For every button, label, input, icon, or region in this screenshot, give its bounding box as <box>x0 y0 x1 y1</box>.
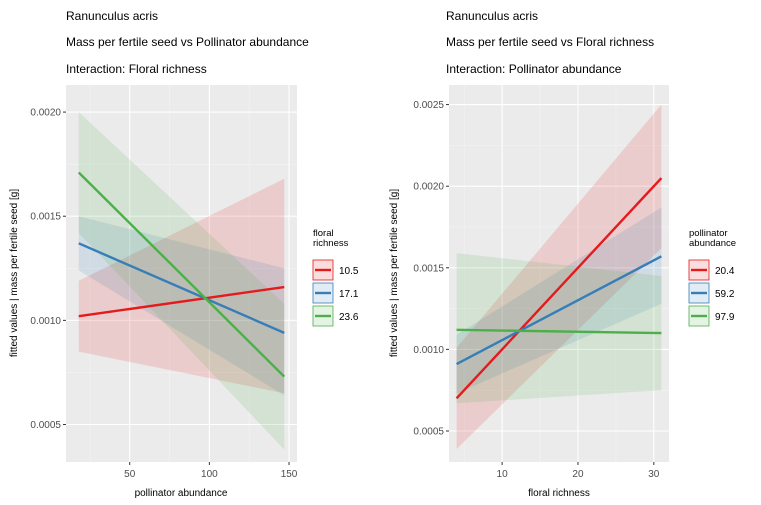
legend-label-20.4: 20.4 <box>715 266 735 277</box>
left-ribbons <box>78 112 285 450</box>
right-caption: Interaction: Pollinator abundance <box>446 62 622 76</box>
y-tick-label: 0.0015 <box>413 263 444 274</box>
legend-label-97.9: 97.9 <box>715 312 735 323</box>
right-y-axis-label: fitted values | mass per fertile seed [g… <box>389 189 400 357</box>
fitted-line-17.1 <box>78 242 285 334</box>
legend-label-59.2: 59.2 <box>715 289 735 300</box>
confidence-ribbon-17.1 <box>78 216 285 396</box>
right-panel: Ranunculus acris Mass per fertile seed v… <box>389 9 736 499</box>
right-ribbons <box>456 104 662 449</box>
left-subtitle: Mass per fertile seed vs Pollinator abun… <box>66 35 309 49</box>
fitted-line-20.4 <box>455 177 663 400</box>
fitted-line-59.2 <box>456 255 662 366</box>
confidence-ribbon-97.9 <box>456 253 662 404</box>
legend-title-line: pollinator <box>689 228 728 239</box>
legend-title-line: floral <box>313 228 334 239</box>
y-tick-label: 0.0010 <box>30 316 61 327</box>
left-panel: Ranunculus acris Mass per fertile seed v… <box>9 9 359 499</box>
x-tick-label: 50 <box>124 469 136 480</box>
y-tick-label: 0.0010 <box>413 345 444 356</box>
legend-label-17.1: 17.1 <box>339 289 359 300</box>
y-tick-label: 0.0005 <box>413 426 444 437</box>
left-lines <box>77 171 286 378</box>
x-tick-label: 10 <box>497 469 509 480</box>
left-x-axis-label: pollinator abundance <box>135 488 228 499</box>
left-y-ticks: 0.0005 0.0010 0.0015 0.0020 <box>30 108 66 431</box>
y-tick-label: 0.0020 <box>413 182 444 193</box>
y-tick-label: 0.0015 <box>30 212 61 223</box>
confidence-ribbon-59.2 <box>456 207 662 394</box>
x-tick-label: 20 <box>572 469 584 480</box>
x-tick-label: 150 <box>281 469 298 480</box>
fitted-line-10.5 <box>78 285 285 318</box>
legend-title-line: abundance <box>689 238 736 249</box>
confidence-ribbon-10.5 <box>78 178 285 394</box>
right-subtitle: Mass per fertile seed vs Floral richness <box>446 35 654 49</box>
right-lines <box>455 177 663 400</box>
left-y-axis-label: fitted values | mass per fertile seed [g… <box>9 189 20 357</box>
legend-title-line: richness <box>313 238 349 249</box>
legend-label-23.6: 23.6 <box>339 312 359 323</box>
fitted-line-97.9 <box>456 328 662 335</box>
right-gridlines <box>449 85 669 462</box>
right-x-axis-label: floral richness <box>528 488 590 499</box>
left-gridlines <box>66 85 297 462</box>
legend-label-10.5: 10.5 <box>339 266 359 277</box>
y-tick-label: 0.0025 <box>413 100 444 111</box>
x-tick-label: 30 <box>648 469 660 480</box>
confidence-ribbon-23.6 <box>78 112 285 450</box>
right-y-ticks: 0.0005 0.0010 0.0015 0.0020 0.0025 <box>413 100 449 437</box>
x-tick-label: 100 <box>201 469 218 480</box>
left-caption: Interaction: Floral richness <box>66 62 207 76</box>
right-x-ticks: 10 20 30 <box>497 462 660 480</box>
right-plot-background <box>449 85 669 462</box>
right-title: Ranunculus acris <box>446 9 538 23</box>
confidence-ribbon-20.4 <box>456 104 662 449</box>
y-tick-label: 0.0005 <box>30 420 61 431</box>
y-tick-label: 0.0020 <box>30 108 61 119</box>
left-x-ticks: 50 100 150 <box>124 462 298 480</box>
fitted-line-23.6 <box>77 171 286 378</box>
left-title: Ranunculus acris <box>66 9 158 23</box>
